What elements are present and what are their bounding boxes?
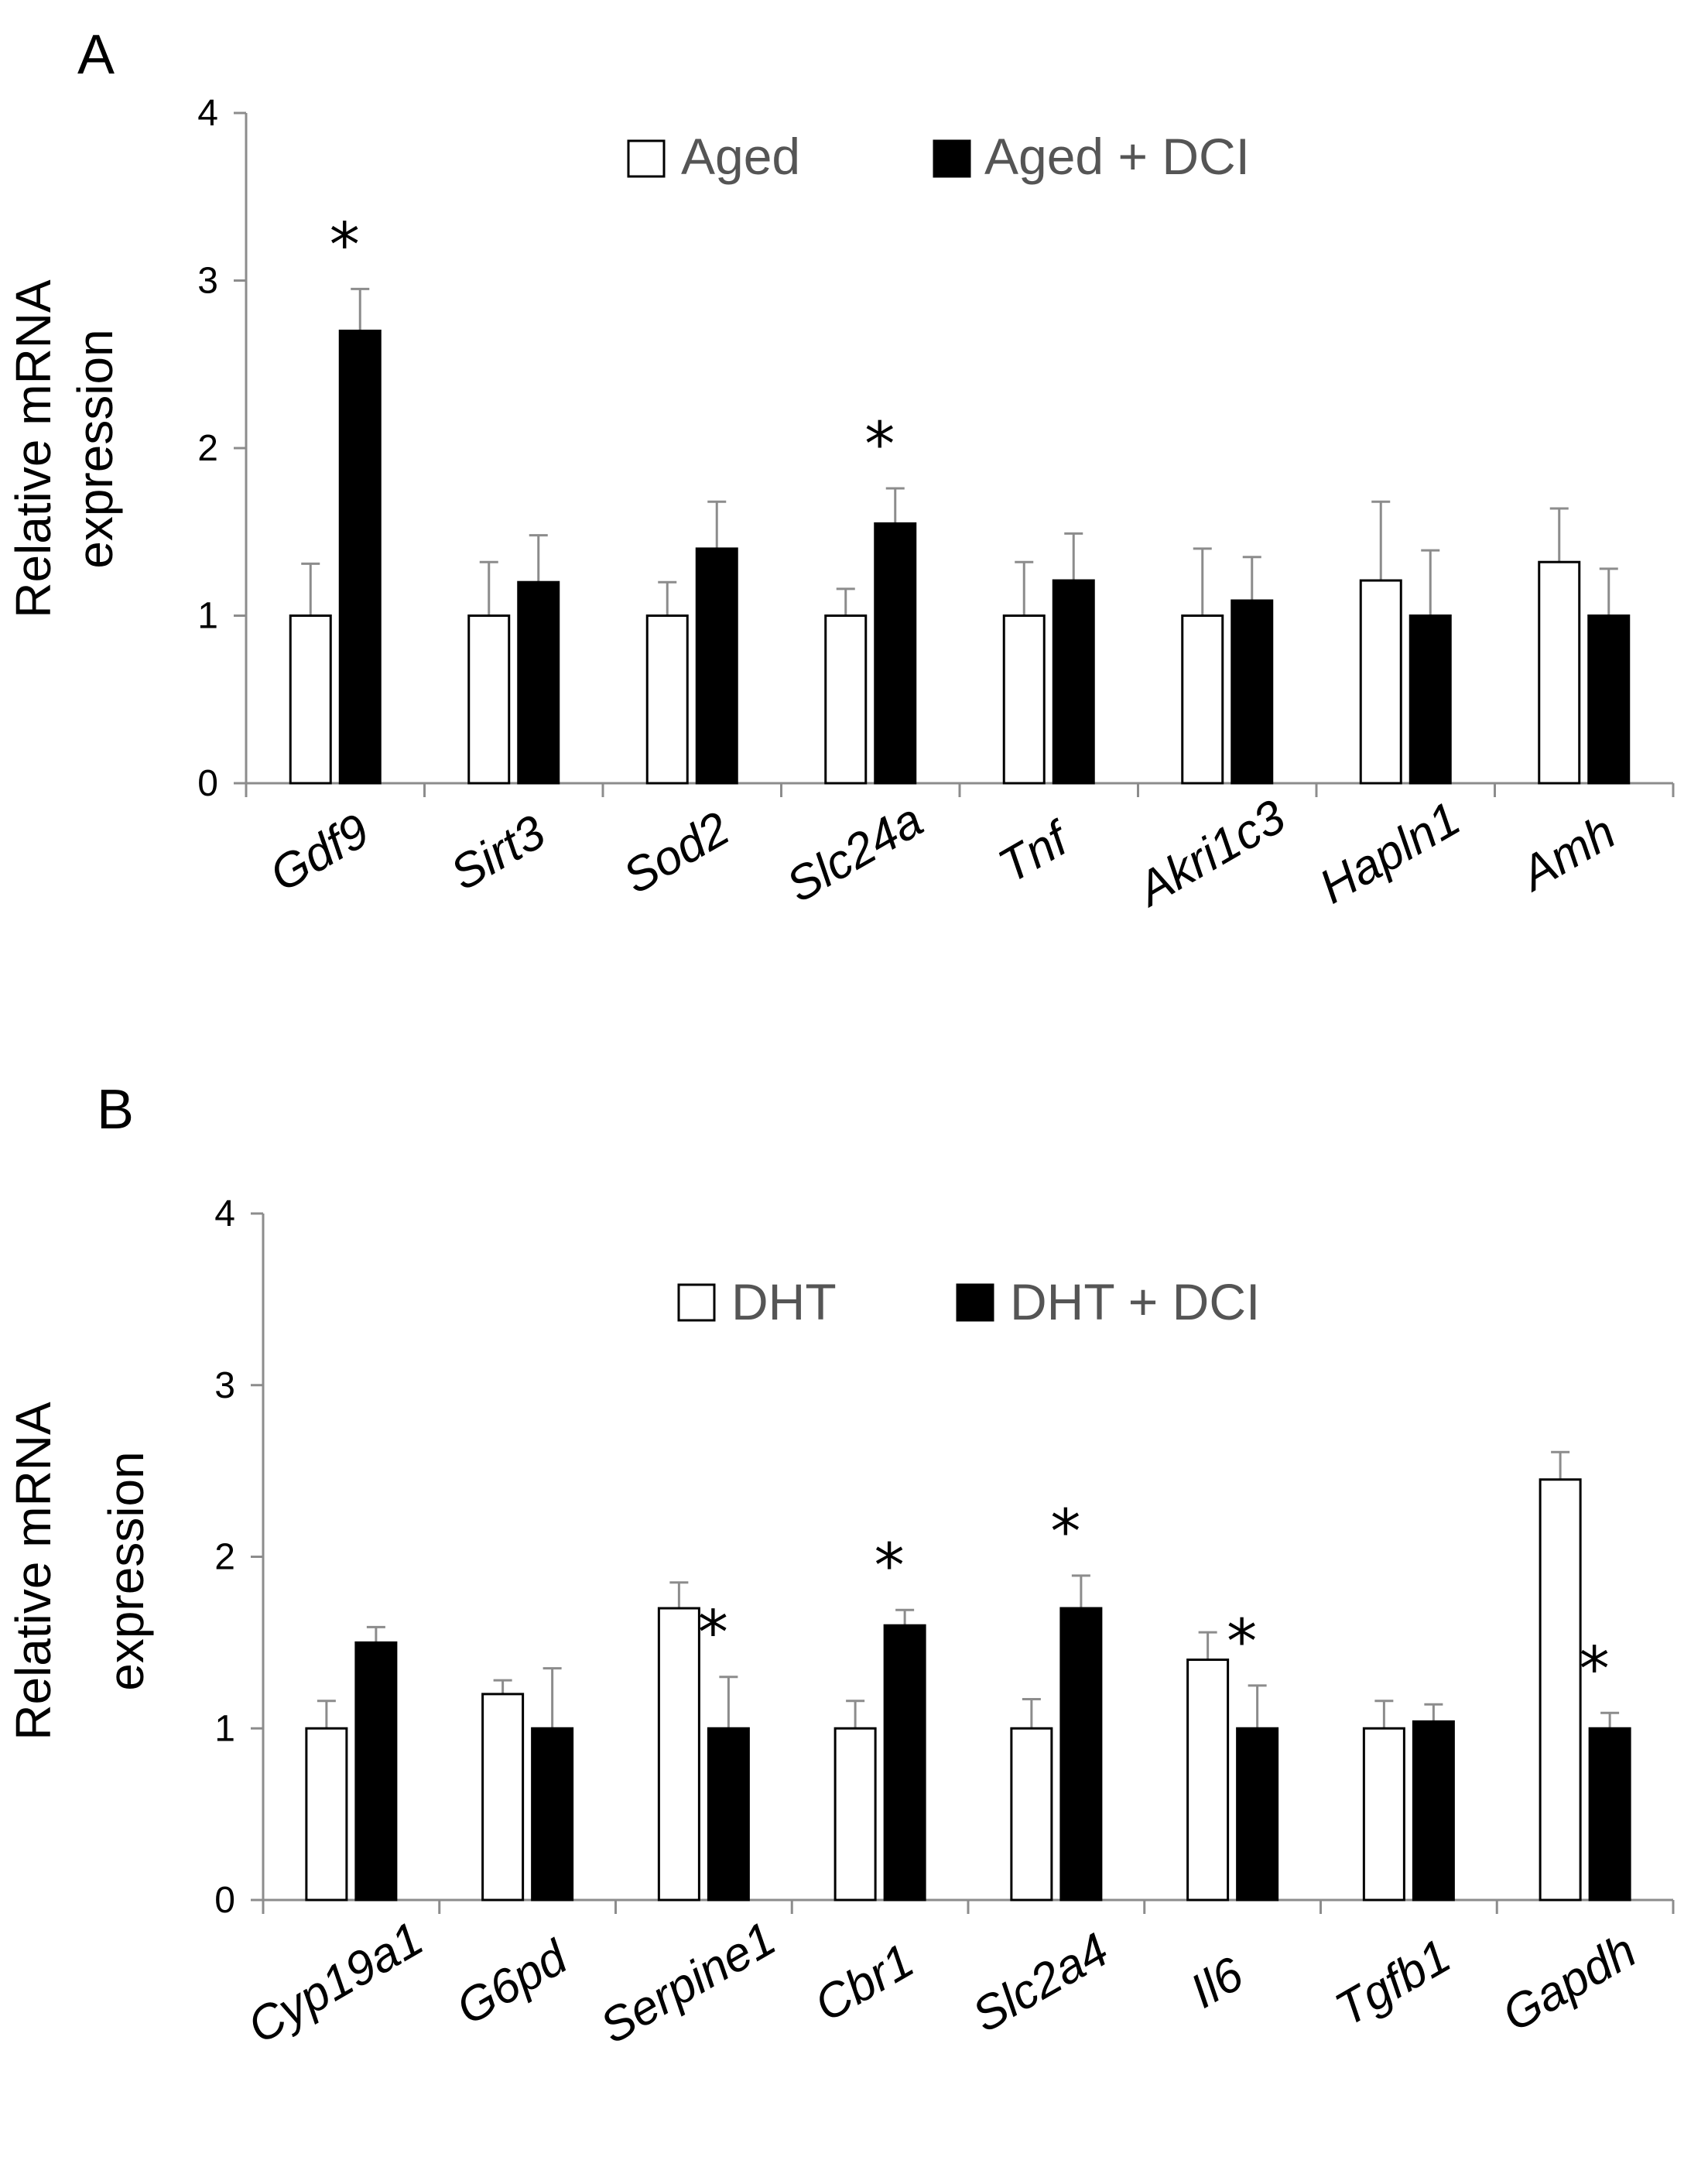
y-axis-title: expression [98, 1451, 154, 1691]
bar [883, 1624, 926, 1902]
legend-label: DHT [731, 1273, 837, 1330]
panel-letter: A [77, 24, 115, 86]
bar [1588, 1727, 1631, 1902]
y-tick-label: 3 [197, 261, 218, 302]
panel-letter: B [97, 1079, 134, 1141]
bar [1236, 1727, 1279, 1902]
category-label: Sirt3 [442, 805, 554, 900]
legend-label: Aged [681, 128, 800, 185]
category-label: Slc2a4 [964, 1923, 1118, 2043]
panel-a-chart: A 0 1 2 3 4 Relative mRNA expression Aged Aged + … [5, 24, 1675, 918]
y-tick-label: 2 [214, 1537, 235, 1578]
category-label: Hapln1 [1311, 792, 1470, 914]
category-label: Gapdh [1494, 1924, 1645, 2042]
y-tick-label: 1 [214, 1708, 235, 1749]
bar [354, 1641, 398, 1902]
bar [305, 1727, 348, 1902]
category-label: Il6 [1182, 1947, 1253, 2019]
bar [481, 1693, 525, 1902]
legend-swatch [677, 1283, 716, 1322]
y-axis-title: Relative mRNA [5, 1402, 61, 1741]
legend-swatch [956, 1283, 994, 1322]
bar [1052, 579, 1095, 785]
category-label: Cyp19a1 [239, 1912, 432, 2054]
significance-marker: * [864, 410, 895, 480]
bar [1587, 614, 1631, 785]
bar [1362, 1727, 1405, 1902]
bar [1412, 1720, 1455, 1902]
bar [833, 1727, 877, 1902]
bar [1538, 560, 1581, 785]
bar [289, 614, 332, 785]
category-label: G6pd [447, 1929, 577, 2035]
bar [1002, 614, 1046, 785]
legend-label: DHT + DCI [1010, 1273, 1260, 1330]
category-label: Tgfb1 [1326, 1929, 1460, 2037]
bar [645, 614, 689, 785]
significance-marker: * [1227, 1607, 1257, 1677]
category-label: Sod2 [614, 802, 738, 904]
category-label: Cbr1 [806, 1934, 922, 2032]
y-tick-label: 3 [214, 1365, 235, 1406]
significance-marker: * [330, 211, 360, 280]
legend-swatch [933, 139, 971, 178]
bar [1181, 614, 1224, 785]
bar [1186, 1659, 1230, 1902]
y-tick-label: 4 [214, 1193, 235, 1234]
category-label: Akri1c3 [1126, 790, 1294, 918]
bar [531, 1727, 574, 1902]
y-axis-title: Relative mRNA [5, 279, 61, 618]
bar [824, 614, 868, 785]
y-axis-title: expression [67, 329, 123, 569]
bar [1059, 1607, 1103, 1902]
category-label: Gdf9 [262, 804, 378, 902]
bar [874, 522, 917, 785]
bar [707, 1727, 750, 1902]
significance-marker: * [698, 1599, 728, 1669]
bar [657, 1607, 700, 1902]
significance-marker: * [1050, 1498, 1080, 1567]
category-label: Slc24a [778, 793, 932, 913]
significance-marker: * [875, 1532, 905, 1601]
bar [695, 547, 738, 785]
category-label: Tnf [990, 810, 1080, 893]
y-tick-label: 1 [197, 596, 218, 637]
bar [1409, 614, 1452, 785]
bar [338, 329, 382, 785]
bar [517, 580, 560, 785]
y-tick-label: 0 [197, 763, 218, 804]
bar [1539, 1478, 1582, 1902]
y-tick-label: 4 [197, 93, 218, 134]
bar [1010, 1727, 1053, 1902]
bar [467, 614, 511, 785]
significance-marker: * [1580, 1635, 1610, 1704]
legend-swatch [627, 139, 666, 178]
y-tick-label: 2 [197, 428, 218, 469]
panel-b-chart: B 0 1 2 3 4 Relative mRNA expression DHT DHT + DC… [5, 1079, 1675, 2054]
legend-label: Aged + DCI [984, 128, 1250, 185]
category-label: Serpine1 [591, 1912, 784, 2054]
bar [1359, 579, 1402, 785]
bar [1231, 599, 1274, 785]
category-label: Amh [1510, 805, 1624, 902]
y-tick-label: 0 [214, 1880, 235, 1921]
